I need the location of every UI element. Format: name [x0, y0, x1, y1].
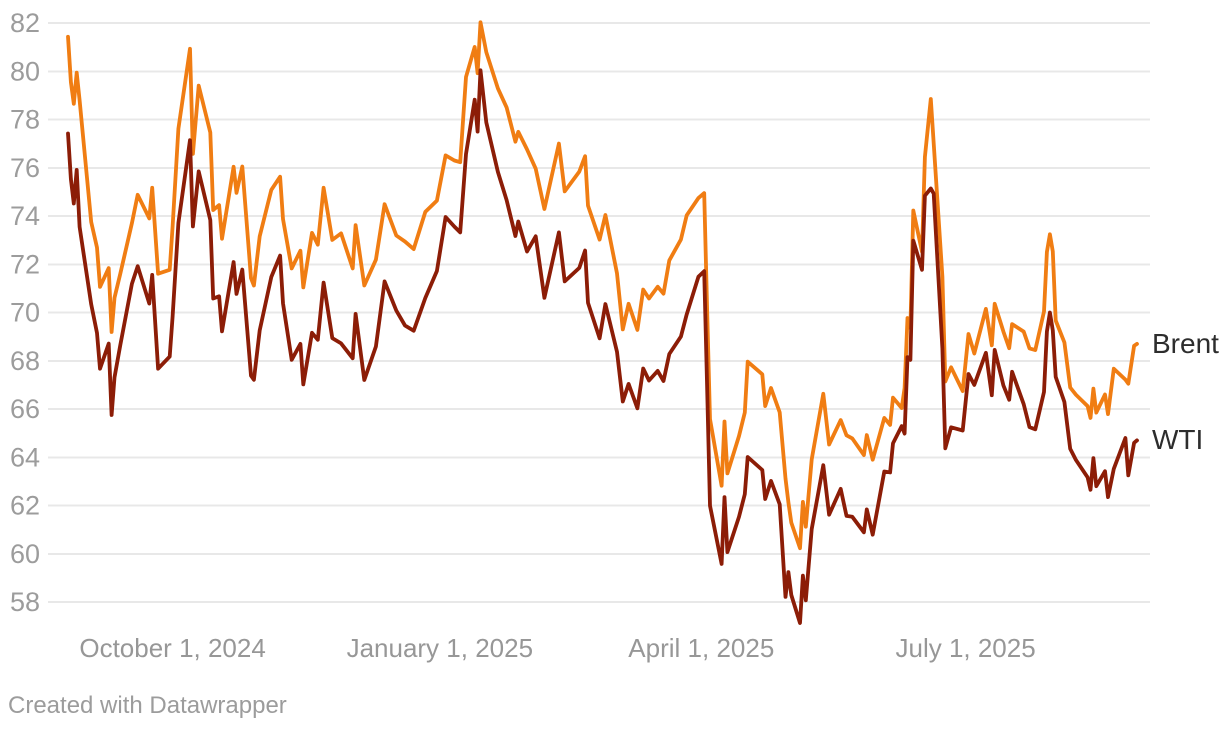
y-axis-tick-label: 82 — [10, 8, 40, 38]
legend-label-brent: Brent — [1152, 327, 1219, 359]
wti-line — [66, 68, 1139, 625]
y-axis-tick-label: 80 — [10, 56, 40, 86]
x-axis-tick-label: July 1, 2025 — [895, 633, 1035, 663]
y-axis-tick-label: 62 — [10, 491, 40, 521]
x-axis-tick-label: January 1, 2025 — [347, 633, 533, 663]
y-axis-tick-label: 70 — [10, 298, 40, 328]
y-axis-tick-label: 74 — [10, 201, 40, 231]
y-axis-tick-label: 72 — [10, 249, 40, 279]
y-axis-tick-label: 76 — [10, 153, 40, 183]
y-axis-tick-label: 60 — [10, 539, 40, 569]
legend-label-wti: WTI — [1152, 424, 1204, 456]
y-axis-tick-label: 58 — [10, 587, 40, 617]
x-axis-tick-label: October 1, 2024 — [79, 633, 265, 663]
datawrapper-attribution-link[interactable]: Created with Datawrapper — [8, 692, 287, 719]
y-axis-tick-label: 66 — [10, 394, 40, 424]
x-axis-tick-label: April 1, 2025 — [628, 633, 774, 663]
y-axis-tick-label: 78 — [10, 105, 40, 135]
y-axis-tick-label: 68 — [10, 346, 40, 376]
y-axis-tick-label: 64 — [10, 442, 40, 472]
brent-line — [66, 20, 1139, 551]
